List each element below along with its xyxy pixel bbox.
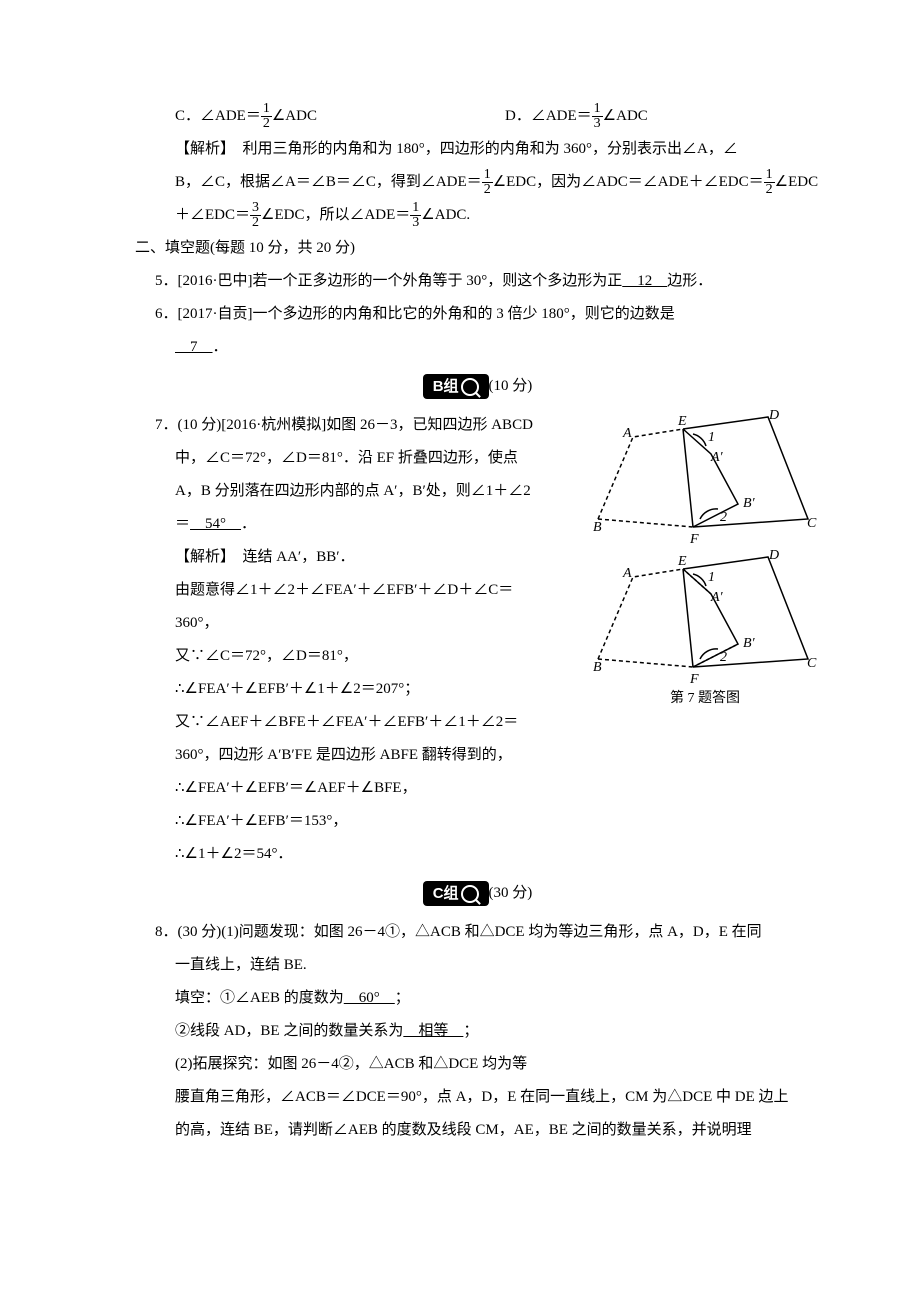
svg-text:C: C — [807, 516, 817, 531]
svg-text:A: A — [622, 426, 632, 441]
figure-7: A E D B F C A′ B′ 1 2 — [590, 409, 820, 709]
fraction-1-3-b: 13 — [410, 201, 421, 230]
option-c: C．∠ADE＝12∠ADC — [135, 100, 505, 133]
q6-answer: 7 — [175, 339, 213, 355]
svg-text:1: 1 — [708, 570, 715, 585]
q8-l1: 8．(30 分)(1)问题发现：如图 26－4①，△ACB 和△DCE 均为等边… — [135, 916, 820, 949]
question-5: 5．[2016·巴中]若一个正多边形的一个外角等于 30°，则这个多边形为正 1… — [135, 265, 820, 298]
svg-text:F: F — [689, 532, 699, 547]
fraction-1-2-c: 12 — [764, 168, 775, 197]
svg-text:2: 2 — [720, 510, 727, 525]
svg-text:C: C — [807, 656, 817, 671]
svg-text:B: B — [593, 520, 602, 535]
figure-7-top: A E D B F C A′ B′ 1 2 — [593, 409, 818, 549]
svg-text:A′: A′ — [710, 590, 724, 605]
svg-text:D: D — [768, 409, 779, 423]
q8-l2: 一直线上，连结 BE. — [135, 949, 820, 982]
option-row-cd: C．∠ADE＝12∠ADC D．∠ADE＝13∠ADC — [135, 100, 820, 133]
explanation-1-line3: ＋∠EDC＝32∠EDC，所以∠ADE＝13∠ADC. — [135, 199, 820, 232]
search-icon — [461, 378, 479, 396]
question-6-line2: 7 ． — [135, 331, 820, 364]
q7-e7: 360°，四边形 A′B′FE 是四边形 ABFE 翻转得到的， — [135, 739, 820, 772]
fraction-1-3: 13 — [592, 102, 603, 131]
svg-text:B: B — [593, 660, 602, 675]
figure-7-caption: 第 7 题答图 — [590, 689, 820, 709]
option-c-label: C．∠ADE＝ — [175, 108, 261, 124]
fraction-1-2: 12 — [261, 102, 272, 131]
svg-text:B′: B′ — [743, 496, 756, 511]
svg-text:E: E — [677, 554, 687, 569]
q8-2-answer: 相等 — [403, 1023, 463, 1039]
group-c-badge: C组 — [423, 881, 489, 906]
option-c-tail: ∠ADC — [272, 108, 317, 124]
explanation-1-line1: 【解析】 利用三角形的内角和为 180°，四边形的内角和为 360°，分别表示出… — [135, 133, 820, 166]
svg-text:D: D — [768, 549, 779, 563]
search-icon-c — [461, 885, 479, 903]
q8-l7: 的高，连结 BE，请判断∠AEB 的度数及线段 CM，AE，BE 之间的数量关系… — [135, 1114, 820, 1147]
option-d-label: D．∠ADE＝ — [505, 108, 592, 124]
q5-answer: 12 — [622, 273, 667, 289]
q8-l6: 腰直角三角形，∠ACB＝∠DCE＝90°，点 A，D，E 在同一直线上，CM 为… — [135, 1081, 820, 1114]
figure-7-bottom: A E D B F C A′ B′ 1 2 — [593, 549, 818, 689]
group-b-header: B组(10 分) — [135, 370, 820, 403]
svg-text:E: E — [677, 414, 687, 429]
group-b-badge: B组 — [423, 374, 489, 399]
question-6-line1: 6．[2017·自贡]一个多边形的内角和比它的外角和的 3 倍少 180°，则它… — [135, 298, 820, 331]
q7-e6: 又∵∠AEF＋∠BFE＋∠FEA′＋∠EFB′＋∠1＋∠2＝ — [135, 706, 820, 739]
q7-e9: ∴∠FEA′＋∠EFB′＝153°， — [135, 805, 820, 838]
q7-answer: 54° — [190, 516, 241, 532]
fraction-3-2: 32 — [250, 201, 261, 230]
q8-l3: 填空：①∠AEB 的度数为 60° ； — [135, 982, 820, 1015]
q7-e10: ∴∠1＋∠2＝54°． — [135, 838, 820, 871]
section-2-header: 二、填空题(每题 10 分，共 20 分) — [135, 232, 820, 265]
option-d: D．∠ADE＝13∠ADC — [505, 100, 820, 133]
svg-text:2: 2 — [720, 650, 727, 665]
svg-text:B′: B′ — [743, 636, 756, 651]
svg-text:1: 1 — [708, 430, 715, 445]
option-d-tail: ∠ADC — [603, 108, 648, 124]
svg-text:F: F — [689, 672, 699, 687]
q8-l5: (2)拓展探究：如图 26－4②，△ACB 和△DCE 均为等 — [135, 1048, 820, 1081]
q8-1-answer: 60° — [344, 990, 395, 1006]
explanation-1-line2: B，∠C，根据∠A＝∠B＝∠C，得到∠ADE＝12∠EDC，因为∠ADC＝∠AD… — [135, 166, 820, 199]
group-c-header: C组(30 分) — [135, 877, 820, 910]
q7-e8: ∴∠FEA′＋∠EFB′＝∠AEF＋∠BFE， — [135, 772, 820, 805]
svg-text:A: A — [622, 566, 632, 581]
svg-text:A′: A′ — [710, 450, 724, 465]
fraction-1-2-b: 12 — [482, 168, 493, 197]
q8-l4: ②线段 AD，BE 之间的数量关系为 相等 ； — [135, 1015, 820, 1048]
